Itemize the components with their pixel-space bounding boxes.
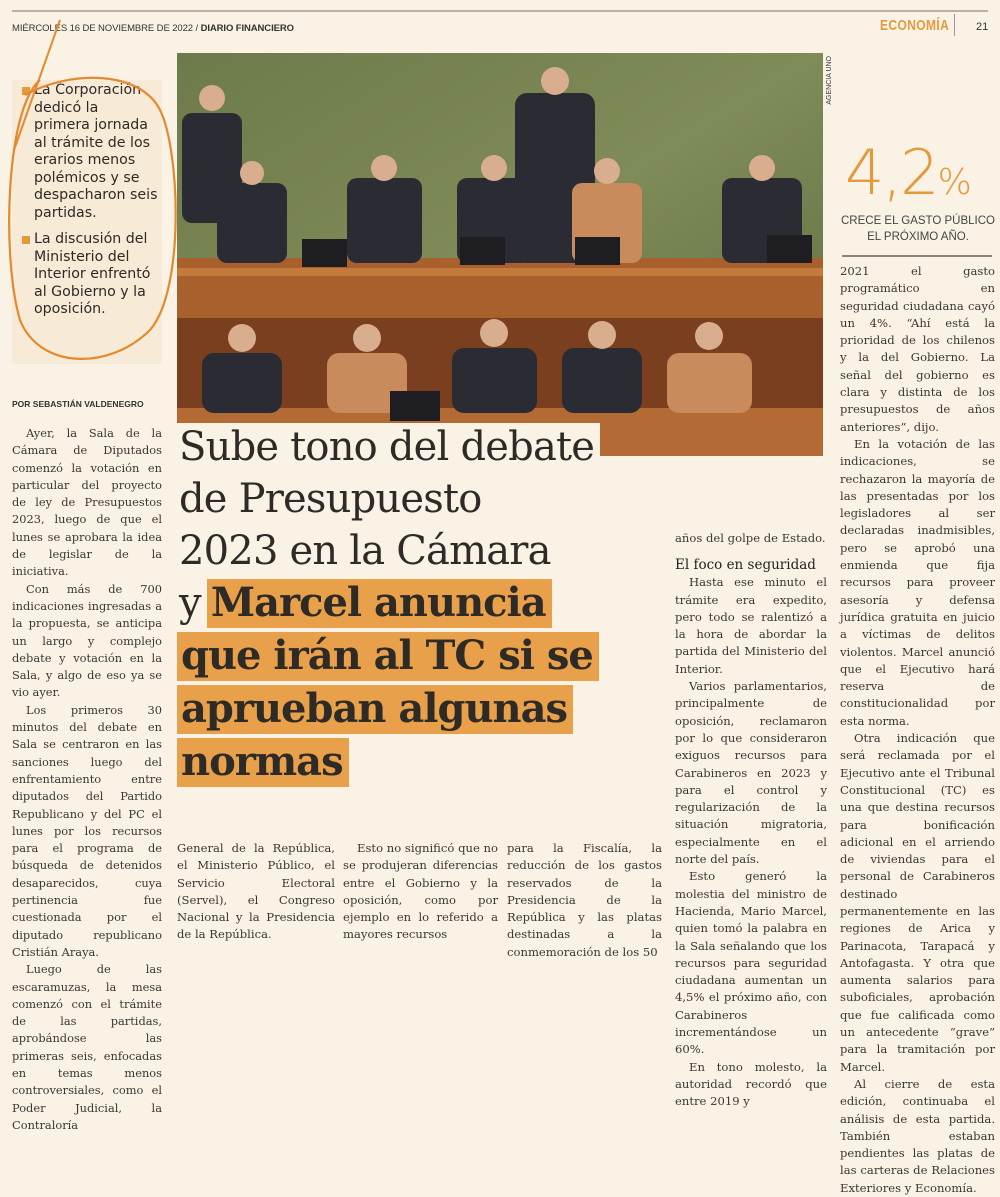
paragraph: En tono molesto, la autoridad recordó qu… xyxy=(675,1059,827,1109)
header-rule xyxy=(12,10,988,12)
byline: POR SEBASTIÁN VALDENEGRO xyxy=(12,399,144,409)
article-column-6: 2021 el gasto programático en seguridad … xyxy=(840,263,995,1197)
subheading: El foco en seguridad xyxy=(675,557,816,574)
paragraph: Al cierre de esta edición, continuaba el… xyxy=(840,1076,995,1195)
paragraph: En la votación de las indicaciones, se r… xyxy=(840,436,995,728)
stat-value: 4,2% xyxy=(845,136,972,218)
stat-unit: % xyxy=(937,162,972,203)
paragraph: Luego de las escaramuzas, la mesa comenz… xyxy=(12,962,162,1132)
article-column-3: Esto no significó que no se produjeran d… xyxy=(343,840,498,944)
paragraph: para la Fiscalía, la reducción de los ga… xyxy=(507,841,662,959)
paragraph: Los primeros 30 minutos del debate en Sa… xyxy=(12,702,162,959)
paragraph: Esto generó la molestia del ministro de … xyxy=(675,869,827,1057)
headline-line: 2023 en la Cámara xyxy=(177,527,557,576)
headline-bold-line: Marcel anuncia xyxy=(206,579,552,628)
headline-line: y xyxy=(177,579,207,628)
paragraph: años del golpe de Estado. xyxy=(675,531,826,545)
photo-credit: AGENCIA UNO xyxy=(826,56,833,105)
stat-rule xyxy=(842,255,992,257)
callout-bullet: La Corporación dedicó la primera jornada… xyxy=(22,82,158,222)
photo-illustration xyxy=(177,53,823,456)
headline-line: Sube tono del debate xyxy=(177,423,601,472)
paragraph: Con más de 700 indicaciones ingresadas a… xyxy=(12,581,162,700)
headline-bold-line: normas xyxy=(177,738,349,787)
paragraph: Otra indicación que será reclamada por e… xyxy=(840,731,995,1074)
stat-number: 4,2 xyxy=(845,136,940,209)
page-number: 21 xyxy=(976,21,989,33)
publication-name: DIARIO FINANCIERO xyxy=(200,23,294,34)
paragraph: Esto no significó que no se produjeran d… xyxy=(343,841,498,942)
paragraph: 2021 el gasto programático en seguridad … xyxy=(840,264,995,434)
summary-callout: La Corporación dedicó la primera jornada… xyxy=(12,80,162,364)
headline-line: de Presupuesto xyxy=(177,475,488,524)
callout-bullet: La discusión del Ministerio del Interior… xyxy=(22,231,158,319)
paragraph: Varios parlamentarios, principalmente de… xyxy=(675,679,827,867)
headline: Sube tono del debate de Presupuesto 2023… xyxy=(177,423,657,791)
stat-caption: CRECE EL GASTO PÚBLICO EL PRÓXIMO AÑO. xyxy=(840,215,995,243)
issue-date: MIÉRCOLES 16 DE NOVIEMBRE DE 2022 / DIAR… xyxy=(12,23,294,34)
article-column-1: Ayer, la Sala de la Cámara de Diputados … xyxy=(12,425,162,1134)
headline-bold-line: que irán al TC si se xyxy=(177,632,599,681)
paragraph: Ayer, la Sala de la Cámara de Diputados … xyxy=(12,426,162,579)
header-divider xyxy=(954,14,955,36)
section-label: ECONOMÍA xyxy=(880,17,950,34)
date-text: MIÉRCOLES 16 DE NOVIEMBRE DE 2022 / xyxy=(12,23,199,34)
article-column-2: General de la República, el Ministerio P… xyxy=(177,840,335,944)
chamber-photo xyxy=(177,53,823,456)
article-column-5: años del golpe de Estado. El foco en seg… xyxy=(675,530,827,1111)
paragraph: Hasta ese minuto el trámite era expedito… xyxy=(675,575,827,676)
headline-bold-line: aprueban algunas xyxy=(177,685,574,734)
paragraph: General de la República, el Ministerio P… xyxy=(177,841,335,942)
article-column-4: para la Fiscalía, la reducción de los ga… xyxy=(507,840,662,961)
